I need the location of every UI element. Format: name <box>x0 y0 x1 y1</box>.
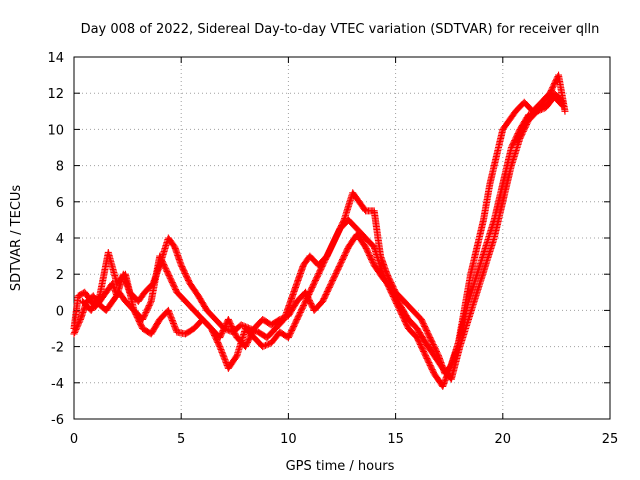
data-point <box>559 102 567 110</box>
y-tick-label: -4 <box>51 377 64 392</box>
data-point <box>558 101 566 109</box>
data-point <box>217 345 225 353</box>
data-point <box>169 319 177 327</box>
y-axis-label: SDTVAR / TECUs <box>9 185 24 292</box>
y-tick-label: 14 <box>47 51 64 66</box>
y-tick-label: -2 <box>51 341 64 356</box>
x-tick-label: 25 <box>602 432 619 447</box>
data-point <box>218 348 226 356</box>
data-point <box>221 356 229 364</box>
data-point <box>169 318 177 326</box>
data-point <box>441 377 449 385</box>
data-point <box>440 378 448 386</box>
data-point <box>74 321 82 329</box>
data-point <box>171 322 179 330</box>
data-point <box>222 357 230 365</box>
axes <box>73 56 611 420</box>
data-point <box>73 323 81 331</box>
y-tick-label: 4 <box>56 232 64 247</box>
x-tick-label: 10 <box>280 432 297 447</box>
x-tick-label: 0 <box>70 432 78 447</box>
data-point <box>166 311 174 319</box>
data-point <box>147 299 155 307</box>
data-point <box>75 320 83 328</box>
y-tick-label: -6 <box>51 413 64 428</box>
data-point <box>71 327 79 335</box>
y-tick-label: 8 <box>56 160 64 175</box>
y-tick-label: 2 <box>56 268 64 283</box>
data-points <box>70 71 569 390</box>
x-tick-label: 20 <box>495 432 512 447</box>
x-tick-label: 15 <box>387 432 404 447</box>
series-track-c <box>79 93 567 383</box>
data-point <box>220 353 228 361</box>
data-point <box>171 324 179 332</box>
data-point <box>167 314 175 322</box>
x-axis-label: GPS time / hours <box>286 459 395 474</box>
x-tick-label: 5 <box>177 432 185 447</box>
data-point <box>220 354 228 362</box>
data-point <box>165 309 173 317</box>
y-tick-label: 10 <box>47 123 64 138</box>
data-point <box>216 343 224 351</box>
y-tick-label: 0 <box>56 304 64 319</box>
data-point <box>216 344 224 352</box>
data-point <box>73 324 81 332</box>
data-point <box>70 330 78 338</box>
data-point <box>75 318 83 326</box>
y-tick-label: 12 <box>47 87 64 102</box>
y-tick-label: 6 <box>56 196 64 211</box>
data-point <box>561 107 569 115</box>
data-point <box>72 326 80 334</box>
data-point <box>222 359 230 367</box>
data-point <box>219 351 227 359</box>
data-point <box>440 380 448 388</box>
data-point <box>218 347 226 355</box>
data-point <box>168 317 176 325</box>
grid <box>74 57 610 419</box>
chart-title: Day 008 of 2022, Sidereal Day-to-day VTE… <box>81 22 600 37</box>
data-point <box>439 382 447 390</box>
series-track-b <box>70 89 567 390</box>
data-point <box>439 381 447 389</box>
data-point <box>168 315 176 323</box>
data-point <box>170 321 178 329</box>
data-point <box>71 328 79 336</box>
tick-labels: 0 5 10 15 20 25 -6 -4 -2 0 2 4 6 8 10 12 14 <box>47 51 618 447</box>
data-point <box>167 312 175 320</box>
data-point <box>219 350 227 358</box>
data-point <box>165 308 173 316</box>
data-point <box>164 306 172 314</box>
